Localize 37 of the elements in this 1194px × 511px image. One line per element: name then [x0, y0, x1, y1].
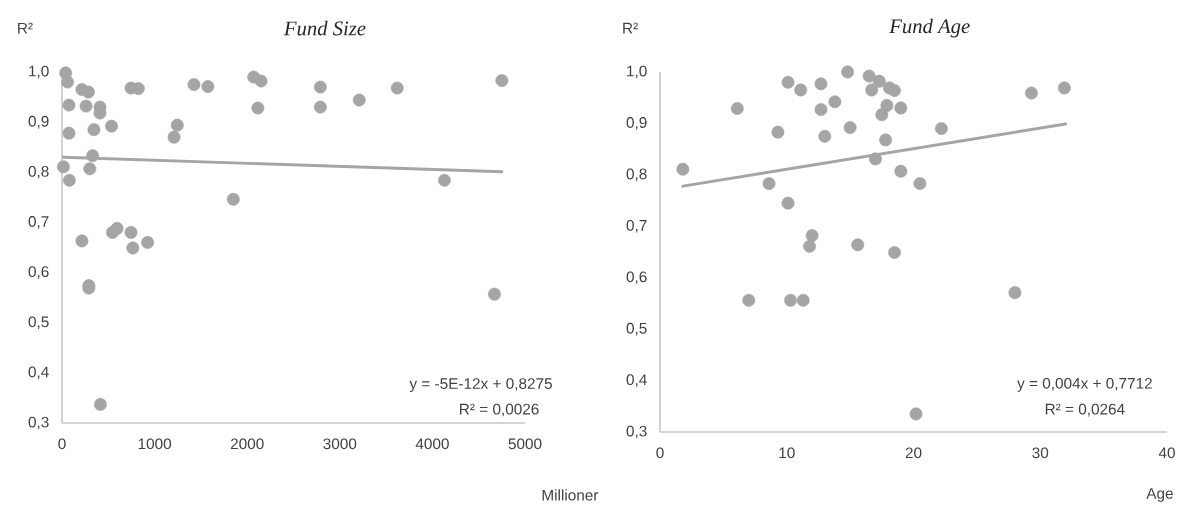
y-tick-label: 1,0 [29, 65, 49, 79]
annotation: y = 0,004x + 0,7712 [1017, 377, 1152, 392]
y-axis-title: R² [18, 22, 33, 34]
y-tick-label: 0,9 [626, 117, 647, 130]
y-tick-label: 0,8 [626, 168, 647, 182]
y-tick-label: 0,6 [28, 266, 49, 279]
annotation: R² = 0,0264 [1045, 403, 1125, 417]
x-tick-label: 30 [1032, 447, 1049, 459]
annotation: R² = 0,0026 [460, 403, 539, 417]
y-axis-title: R² [623, 22, 638, 34]
x-tick-label: 10 [779, 447, 795, 459]
x-tick-label: 2000 [230, 438, 264, 450]
x-tick-label: 4000 [415, 438, 449, 450]
y-tick-label: 0,5 [626, 322, 647, 336]
x-tick-label: 0 [58, 438, 66, 450]
x-tick-label: 40 [1158, 447, 1175, 459]
y-tick-label: 0,4 [626, 374, 647, 387]
x-axis-title: Age [1146, 488, 1173, 502]
y-tick-label: 0,7 [626, 219, 647, 233]
annotation: y = -5E-12x + 0,8275 [409, 378, 552, 393]
y-tick-label: 0,9 [28, 115, 49, 129]
x-tick-label: 5000 [508, 438, 542, 450]
y-tick-label: 0,7 [28, 216, 49, 229]
x-tick-label: 1000 [138, 438, 172, 450]
x-tick-label: 20 [905, 447, 922, 459]
x-tick-label: 3000 [323, 438, 357, 450]
y-tick-label: 0,6 [626, 271, 647, 285]
chart-title: Fund Size [283, 20, 366, 36]
y-tick-label: 0,3 [28, 416, 49, 430]
y-tick-label: 0,3 [626, 425, 647, 439]
chart-title: Fund Age [889, 18, 970, 38]
y-tick-label: 0,5 [28, 316, 49, 330]
y-tick-label: 0,8 [28, 165, 49, 179]
x-tick-label: 0 [656, 447, 664, 459]
x-axis-title: Millioner [542, 489, 599, 501]
y-tick-label: 0,4 [28, 366, 49, 380]
y-tick-label: 1,0 [627, 65, 647, 79]
